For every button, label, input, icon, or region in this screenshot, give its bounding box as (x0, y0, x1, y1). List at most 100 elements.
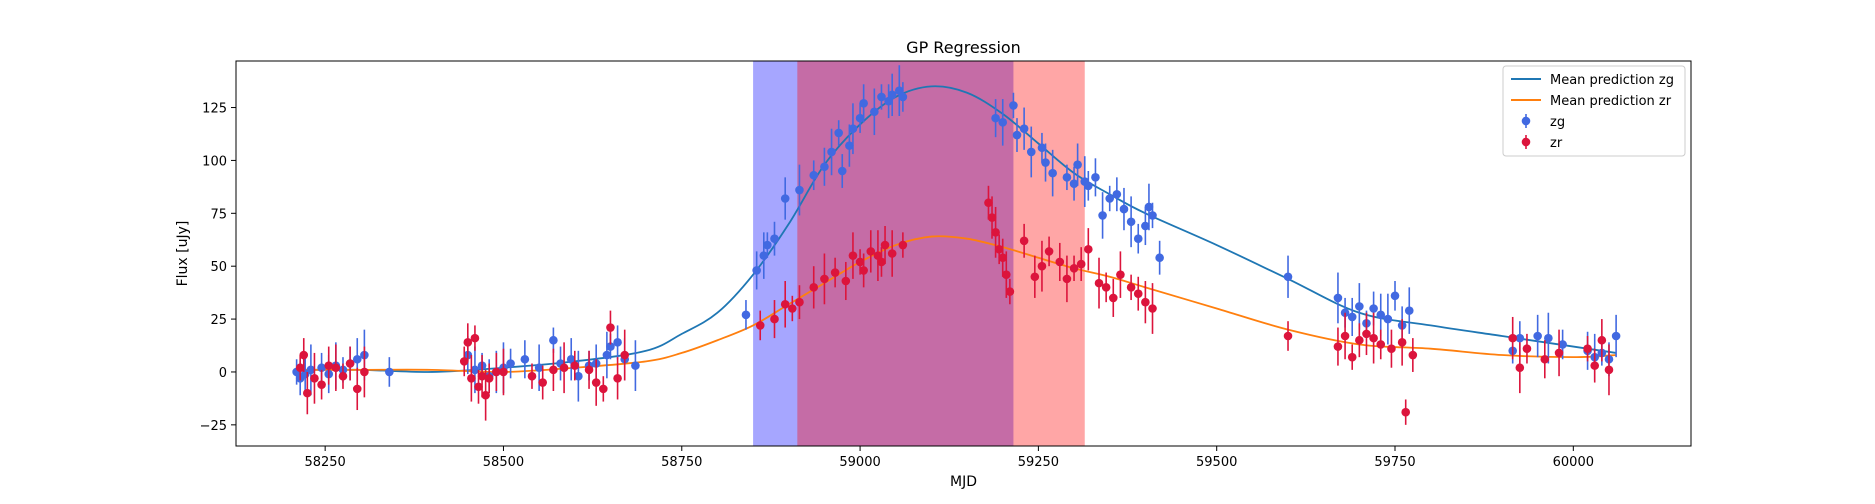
data-point-zg (887, 90, 897, 100)
data-point-zr (998, 253, 1008, 263)
data-point-zr (1508, 333, 1517, 343)
data-point-zr (295, 363, 305, 373)
data-point-zg (998, 118, 1008, 127)
data-point-zr (599, 384, 608, 394)
legend-label: Mean prediction zr (1550, 94, 1672, 109)
y-tick-label: −25 (200, 419, 227, 434)
legend: Mean prediction zg Mean prediction zr zg zr (1502, 65, 1686, 157)
data-point-zg (506, 359, 515, 368)
data-point-zr (538, 378, 547, 387)
data-point-zg (574, 371, 583, 381)
data-point-zr (1401, 407, 1411, 417)
data-point-zg (848, 124, 858, 133)
data-point-zg (1390, 291, 1400, 301)
data-point-zg (1048, 168, 1057, 178)
legend-label: zg (1550, 115, 1565, 130)
data-point-zr (527, 371, 537, 381)
data-point-zr (770, 314, 779, 324)
x-tick-label: 59250 (1018, 455, 1059, 470)
chart-title: GP Regression (906, 38, 1021, 57)
data-point-zr (795, 297, 804, 307)
data-point-zg (1376, 310, 1386, 320)
data-point-zg (520, 354, 530, 364)
data-point-zg (1144, 202, 1154, 212)
shaded-regions-layer (753, 61, 1085, 446)
data-point-zr (499, 367, 508, 377)
data-point-zg (1544, 333, 1553, 343)
y-tick-label: 75 (210, 207, 227, 222)
data-point-zr (352, 384, 362, 394)
data-point-zg (1355, 302, 1364, 311)
data-point-zg (1347, 312, 1357, 322)
data-point-zr (809, 283, 819, 292)
data-point-zg (1533, 331, 1542, 341)
data-point-zg (991, 113, 1000, 123)
data-point-zg (809, 170, 819, 180)
data-point-zr (584, 365, 594, 375)
data-point-zg (859, 99, 868, 108)
data-point-zg (759, 251, 769, 260)
data-point-zg (1062, 173, 1072, 182)
x-tick-label: 58250 (304, 455, 345, 470)
data-point-zr (1001, 270, 1011, 279)
data-point-zr (470, 333, 480, 343)
data-point-zr (1347, 352, 1357, 362)
data-point-zg (1098, 211, 1107, 220)
data-point-zg (1383, 314, 1393, 324)
data-point-zg (549, 335, 558, 345)
data-point-zg (1037, 143, 1047, 153)
series-zr-points (295, 185, 1614, 425)
data-point-zr (1044, 247, 1054, 256)
data-point-zg (1091, 173, 1100, 182)
data-point-zg (566, 354, 576, 364)
data-point-zg (1155, 253, 1164, 263)
data-point-zg (895, 86, 904, 95)
data-point-zr (898, 240, 908, 250)
shaded-region-blue (753, 61, 1014, 446)
data-point-zr (1133, 289, 1143, 298)
data-point-zr (1084, 244, 1093, 254)
data-point-zr (1387, 344, 1396, 353)
data-point-zg (1069, 179, 1079, 188)
data-point-zr (613, 374, 622, 383)
data-point-zg (1026, 147, 1036, 157)
data-point-zr (841, 276, 851, 286)
data-point-zg (1105, 194, 1115, 203)
data-point-zr (1055, 257, 1065, 267)
data-point-zr (755, 321, 765, 330)
data-point-zg (602, 350, 612, 360)
data-point-zr (549, 365, 558, 375)
data-point-zg (1019, 124, 1029, 133)
data-point-zr (591, 378, 601, 387)
data-point-zr (1037, 261, 1047, 271)
data-point-zr (788, 304, 797, 313)
data-point-zg (1041, 158, 1050, 167)
data-point-zr (1116, 270, 1125, 279)
data-point-zr (345, 359, 355, 368)
legend-point-swatch (1521, 116, 1531, 126)
data-point-zr (1094, 278, 1104, 288)
series-zg-points (292, 65, 1621, 402)
y-axis-label: Flux [uJy] (175, 221, 191, 287)
data-point-zr (1362, 329, 1371, 339)
data-point-zr (866, 247, 876, 256)
data-point-zr (830, 268, 840, 277)
plot-frame (235, 60, 1692, 447)
data-point-zr (481, 390, 490, 400)
data-point-zg (870, 107, 879, 117)
data-point-zg (1558, 340, 1567, 349)
data-point-zr (1069, 264, 1079, 273)
data-point-zg (1073, 160, 1082, 169)
data-point-zr (1333, 342, 1343, 351)
data-point-zr (1583, 344, 1592, 353)
data-point-zr (606, 323, 615, 332)
data-point-zg (306, 365, 316, 375)
data-point-zr (848, 251, 858, 260)
data-point-zr (887, 249, 897, 258)
data-point-zr (331, 363, 341, 373)
data-point-zr (559, 363, 569, 373)
data-point-zr (477, 371, 487, 381)
data-point-zr (459, 357, 469, 366)
data-point-zr (1108, 293, 1118, 303)
